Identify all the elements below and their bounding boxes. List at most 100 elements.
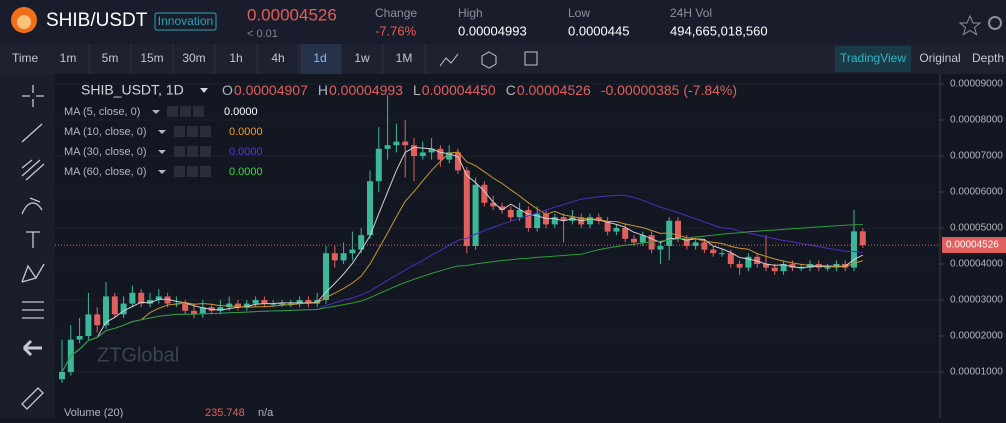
indicator-button[interactable] (187, 146, 198, 157)
brush-tool[interactable] (21, 197, 43, 215)
indicator-button[interactable] (167, 106, 178, 117)
indicator-button[interactable] (187, 166, 198, 177)
candle-body (507, 210, 514, 218)
indicator-icon[interactable] (439, 53, 459, 67)
symbol-caret[interactable] (200, 88, 208, 93)
fib-tool[interactable] (22, 301, 44, 319)
candle-body (692, 242, 699, 246)
indicator-button[interactable] (200, 166, 211, 177)
candle-body (613, 228, 620, 232)
view-active-bg (835, 46, 911, 72)
interval-button[interactable]: 1m (60, 51, 77, 65)
interval-active-bg (301, 44, 341, 74)
candle-body (323, 253, 329, 300)
view-button[interactable]: TradingView (840, 51, 906, 65)
pattern-tool[interactable] (21, 263, 45, 283)
candle-body (481, 184, 488, 203)
indicator-button[interactable] (174, 146, 185, 157)
indicator-button[interactable] (200, 126, 211, 137)
legend: SHIB_USDT, 1D O0.00004907 H0.00004993 L0.00… (64, 82, 737, 419)
ruler-tool[interactable] (21, 387, 44, 410)
indicator-button[interactable] (174, 126, 185, 137)
candle-body (824, 267, 831, 269)
ohlc-value: 0.00004450 (422, 82, 496, 98)
candle-body (551, 217, 558, 225)
view-button[interactable]: Original (919, 51, 960, 65)
candle-body (622, 228, 629, 239)
view-button[interactable]: Depth (972, 51, 1004, 65)
indicator-button[interactable] (174, 166, 185, 177)
channel-tool[interactable] (21, 159, 45, 181)
candle-body (472, 184, 479, 246)
indicator-caret[interactable] (158, 170, 166, 174)
fullscreen-icon[interactable] (524, 51, 538, 66)
indicator-name: MA (5, close, 0) (64, 106, 140, 118)
candle-body (147, 299, 153, 304)
candle-body (384, 145, 391, 149)
interval-button[interactable]: 5m (102, 51, 119, 65)
indicator-name: MA (30, close, 0) (64, 146, 147, 158)
candle-body (499, 206, 505, 211)
last-price-tag (942, 237, 1006, 254)
text-tool[interactable] (26, 231, 40, 248)
volume-value: 235.748 (205, 407, 245, 418)
toolbar: Time 1m 5m 15m 30m 1h 4h 1d 1w 1M TradingView Origi… (12, 44, 1004, 74)
candle-body (199, 307, 206, 315)
last-price: 0.00004526 (247, 5, 337, 24)
candle-body (516, 210, 523, 218)
stat-label: Change (375, 6, 417, 20)
favorite-icon[interactable] (958, 14, 982, 36)
indicator-caret[interactable] (152, 110, 160, 114)
candle-body (411, 145, 417, 157)
indicator-caret[interactable] (158, 130, 166, 134)
candle-body (657, 246, 664, 250)
candle-body (279, 303, 285, 305)
ohlc: O0.00004907 H0.00004993 L0.00004450 C0.0000… (222, 82, 737, 98)
candle-body (76, 335, 83, 340)
ohlc-value: 0.00004907 (234, 82, 308, 98)
ohlc-key: H (318, 82, 328, 98)
candle-body (437, 148, 444, 160)
interval-button[interactable]: 1M (396, 51, 413, 65)
indicator-value: 0.0000 (229, 126, 263, 138)
plot: ZTGlobal 0.00001000 0.00002000 0.00003000 0.… (55, 79, 1006, 383)
candle-body (182, 303, 189, 311)
volume-name: Volume (20) (64, 407, 123, 418)
line-tool[interactable] (21, 123, 43, 143)
stat-value: -7.76% (375, 23, 417, 38)
y-tick-label: 0.00008000 (950, 115, 1003, 126)
candle-body (727, 253, 734, 264)
ohlc-value: 0.00004993 (329, 82, 403, 98)
candle-body (305, 299, 312, 304)
interval-button[interactable]: 15m (140, 51, 163, 65)
interval-button[interactable]: 30m (182, 51, 205, 65)
candle-body (296, 299, 303, 304)
indicator-button[interactable] (187, 126, 198, 137)
candle-body (367, 181, 373, 236)
candle-body (701, 242, 708, 250)
y-tick-label: 0.00004000 (950, 259, 1003, 270)
interval-button[interactable]: 1w (354, 51, 370, 65)
ohlc-key: C (506, 82, 516, 98)
interval-button[interactable]: 1h (229, 51, 242, 65)
candle-body (490, 202, 497, 207)
ohlc-key: L (413, 82, 421, 98)
candle-body (164, 296, 171, 304)
candle-body (639, 235, 646, 243)
indicator-button[interactable] (193, 106, 204, 117)
settings-icon[interactable] (481, 51, 497, 69)
indicator-caret[interactable] (158, 150, 166, 154)
candle-body (455, 152, 461, 171)
price-sub: < 0.01 (247, 28, 278, 40)
ma-line (61, 224, 863, 373)
crosshair-tool[interactable] (22, 85, 44, 107)
indicator-button[interactable] (200, 146, 211, 157)
candle-body (446, 152, 453, 160)
interval-button[interactable]: 1d (313, 51, 326, 65)
interval-button[interactable]: 4h (271, 51, 284, 65)
settings-icon[interactable] (988, 16, 1002, 30)
back-tool[interactable] (22, 339, 42, 357)
indicator-button[interactable] (180, 106, 191, 117)
candle-body (587, 217, 593, 225)
candle-body (129, 292, 136, 304)
